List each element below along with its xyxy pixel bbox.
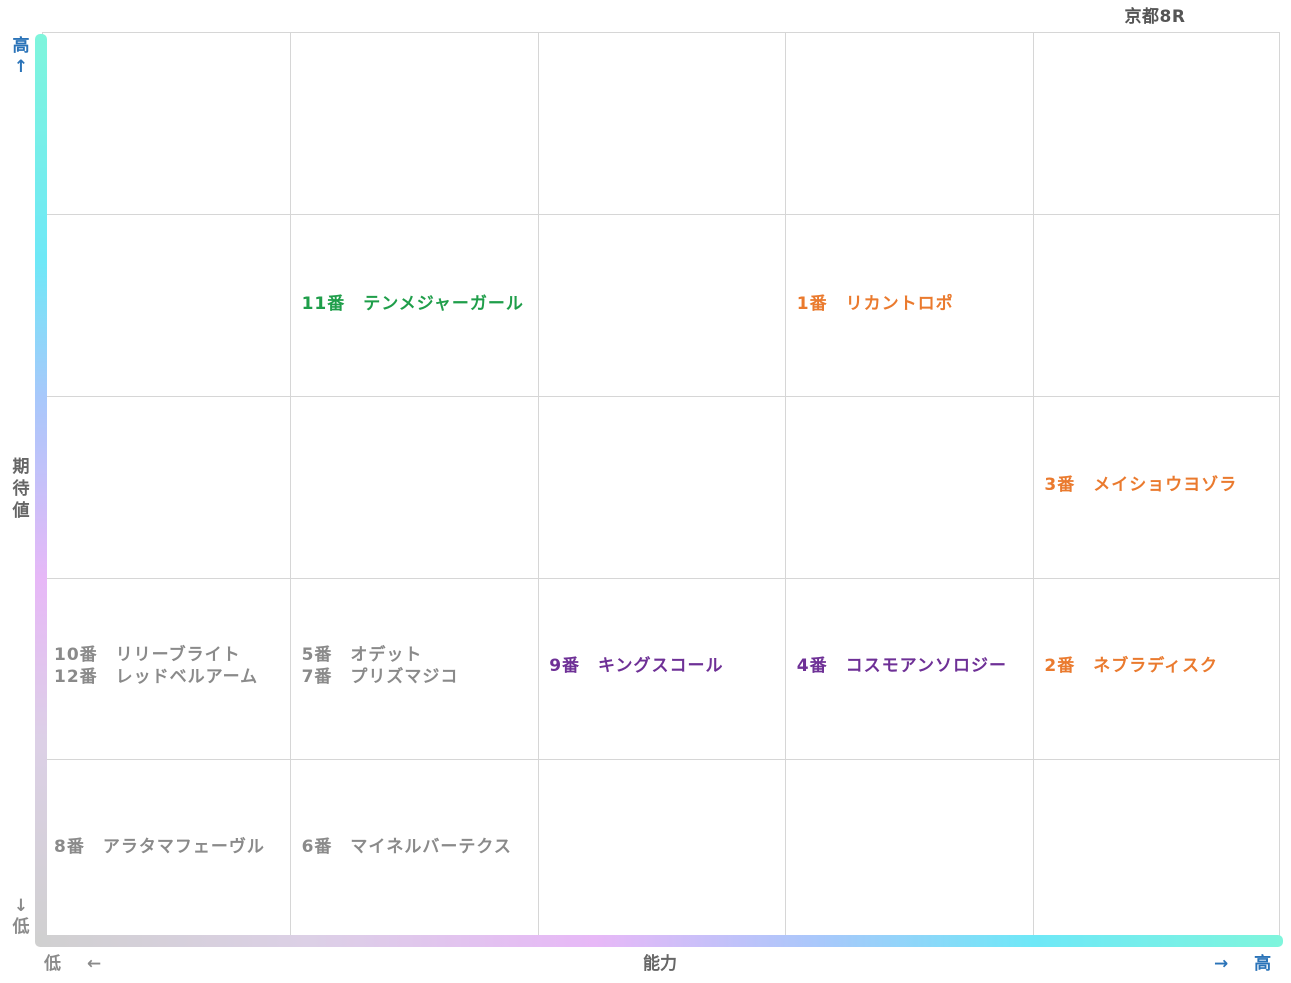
- horse-label: 8番 アラタマフェーヴル: [54, 836, 265, 857]
- horse-label: 2番 ネブラディスク: [1044, 655, 1219, 676]
- arrow-left-icon: ←: [86, 954, 102, 974]
- grid-line-vertical: [290, 33, 291, 936]
- y-axis-high-label: 高 ↑: [10, 36, 32, 79]
- x-axis-gradient-bar: [35, 935, 1283, 947]
- x-axis-title: 能力: [643, 954, 677, 974]
- grid-line-horizontal: [43, 578, 1279, 579]
- horse-point: 8番 アラタマフェーヴル: [54, 836, 288, 858]
- horse-label: 1番 リカントロポ: [796, 293, 954, 314]
- y-axis-gradient-bar: [35, 34, 47, 944]
- y-axis-title: 期 待 値: [12, 457, 30, 522]
- x-axis-low-label: 低 ←: [44, 954, 101, 975]
- horse-label: 12番 レッドベルアーム: [54, 666, 259, 687]
- grid-line-vertical: [785, 33, 786, 936]
- horse-label: 11番 テンメジャーガール: [301, 293, 524, 314]
- grid-line-horizontal: [43, 214, 1279, 215]
- horse-label: 5番 オデット: [301, 644, 423, 665]
- horse-point: 6番 マイネルバーテクス: [302, 836, 536, 858]
- arrow-up-icon: ↑: [13, 57, 29, 78]
- x-axis-low-text: 低: [44, 954, 61, 974]
- race-title: 京都8R: [1124, 7, 1186, 27]
- horse-point: 3番 メイショウヨゾラ: [1044, 474, 1278, 496]
- horse-point: 1番 リカントロポ: [797, 293, 1031, 315]
- arrow-down-icon: ↓: [13, 896, 29, 916]
- y-axis-high-text: 高: [12, 36, 30, 56]
- y-axis-low-label: ↓ 低: [10, 896, 32, 939]
- horse-label: 6番 マイネルバーテクス: [301, 836, 512, 857]
- horse-point: 10番 リリーブライト 12番 レッドベルアーム: [54, 644, 288, 688]
- x-axis-high-label: → 高: [1214, 954, 1271, 975]
- horse-label: 7番 プリズマジコ: [301, 666, 459, 687]
- horse-label: 10番 リリーブライト: [54, 644, 241, 665]
- horse-point: 5番 オデット 7番 プリズマジコ: [302, 644, 536, 688]
- grid-line-vertical: [1033, 33, 1034, 936]
- arrow-right-icon: →: [1214, 954, 1229, 974]
- horse-label: 9番 キングスコール: [549, 655, 724, 676]
- grid-line-horizontal: [43, 396, 1279, 397]
- y-axis-low-text: 低: [12, 917, 30, 938]
- horse-label: 4番 コスモアンソロジー: [796, 655, 1007, 676]
- grid-line-horizontal: [43, 759, 1279, 760]
- horse-point: 2番 ネブラディスク: [1044, 655, 1278, 677]
- horse-point: 4番 コスモアンソロジー: [797, 655, 1031, 677]
- horse-point: 11番 テンメジャーガール: [302, 293, 536, 315]
- x-axis-high-text: 高: [1254, 954, 1272, 974]
- horse-point: 9番 キングスコール: [549, 655, 783, 677]
- horse-label: 3番 メイショウヨゾラ: [1044, 474, 1238, 495]
- grid-line-vertical: [538, 33, 539, 936]
